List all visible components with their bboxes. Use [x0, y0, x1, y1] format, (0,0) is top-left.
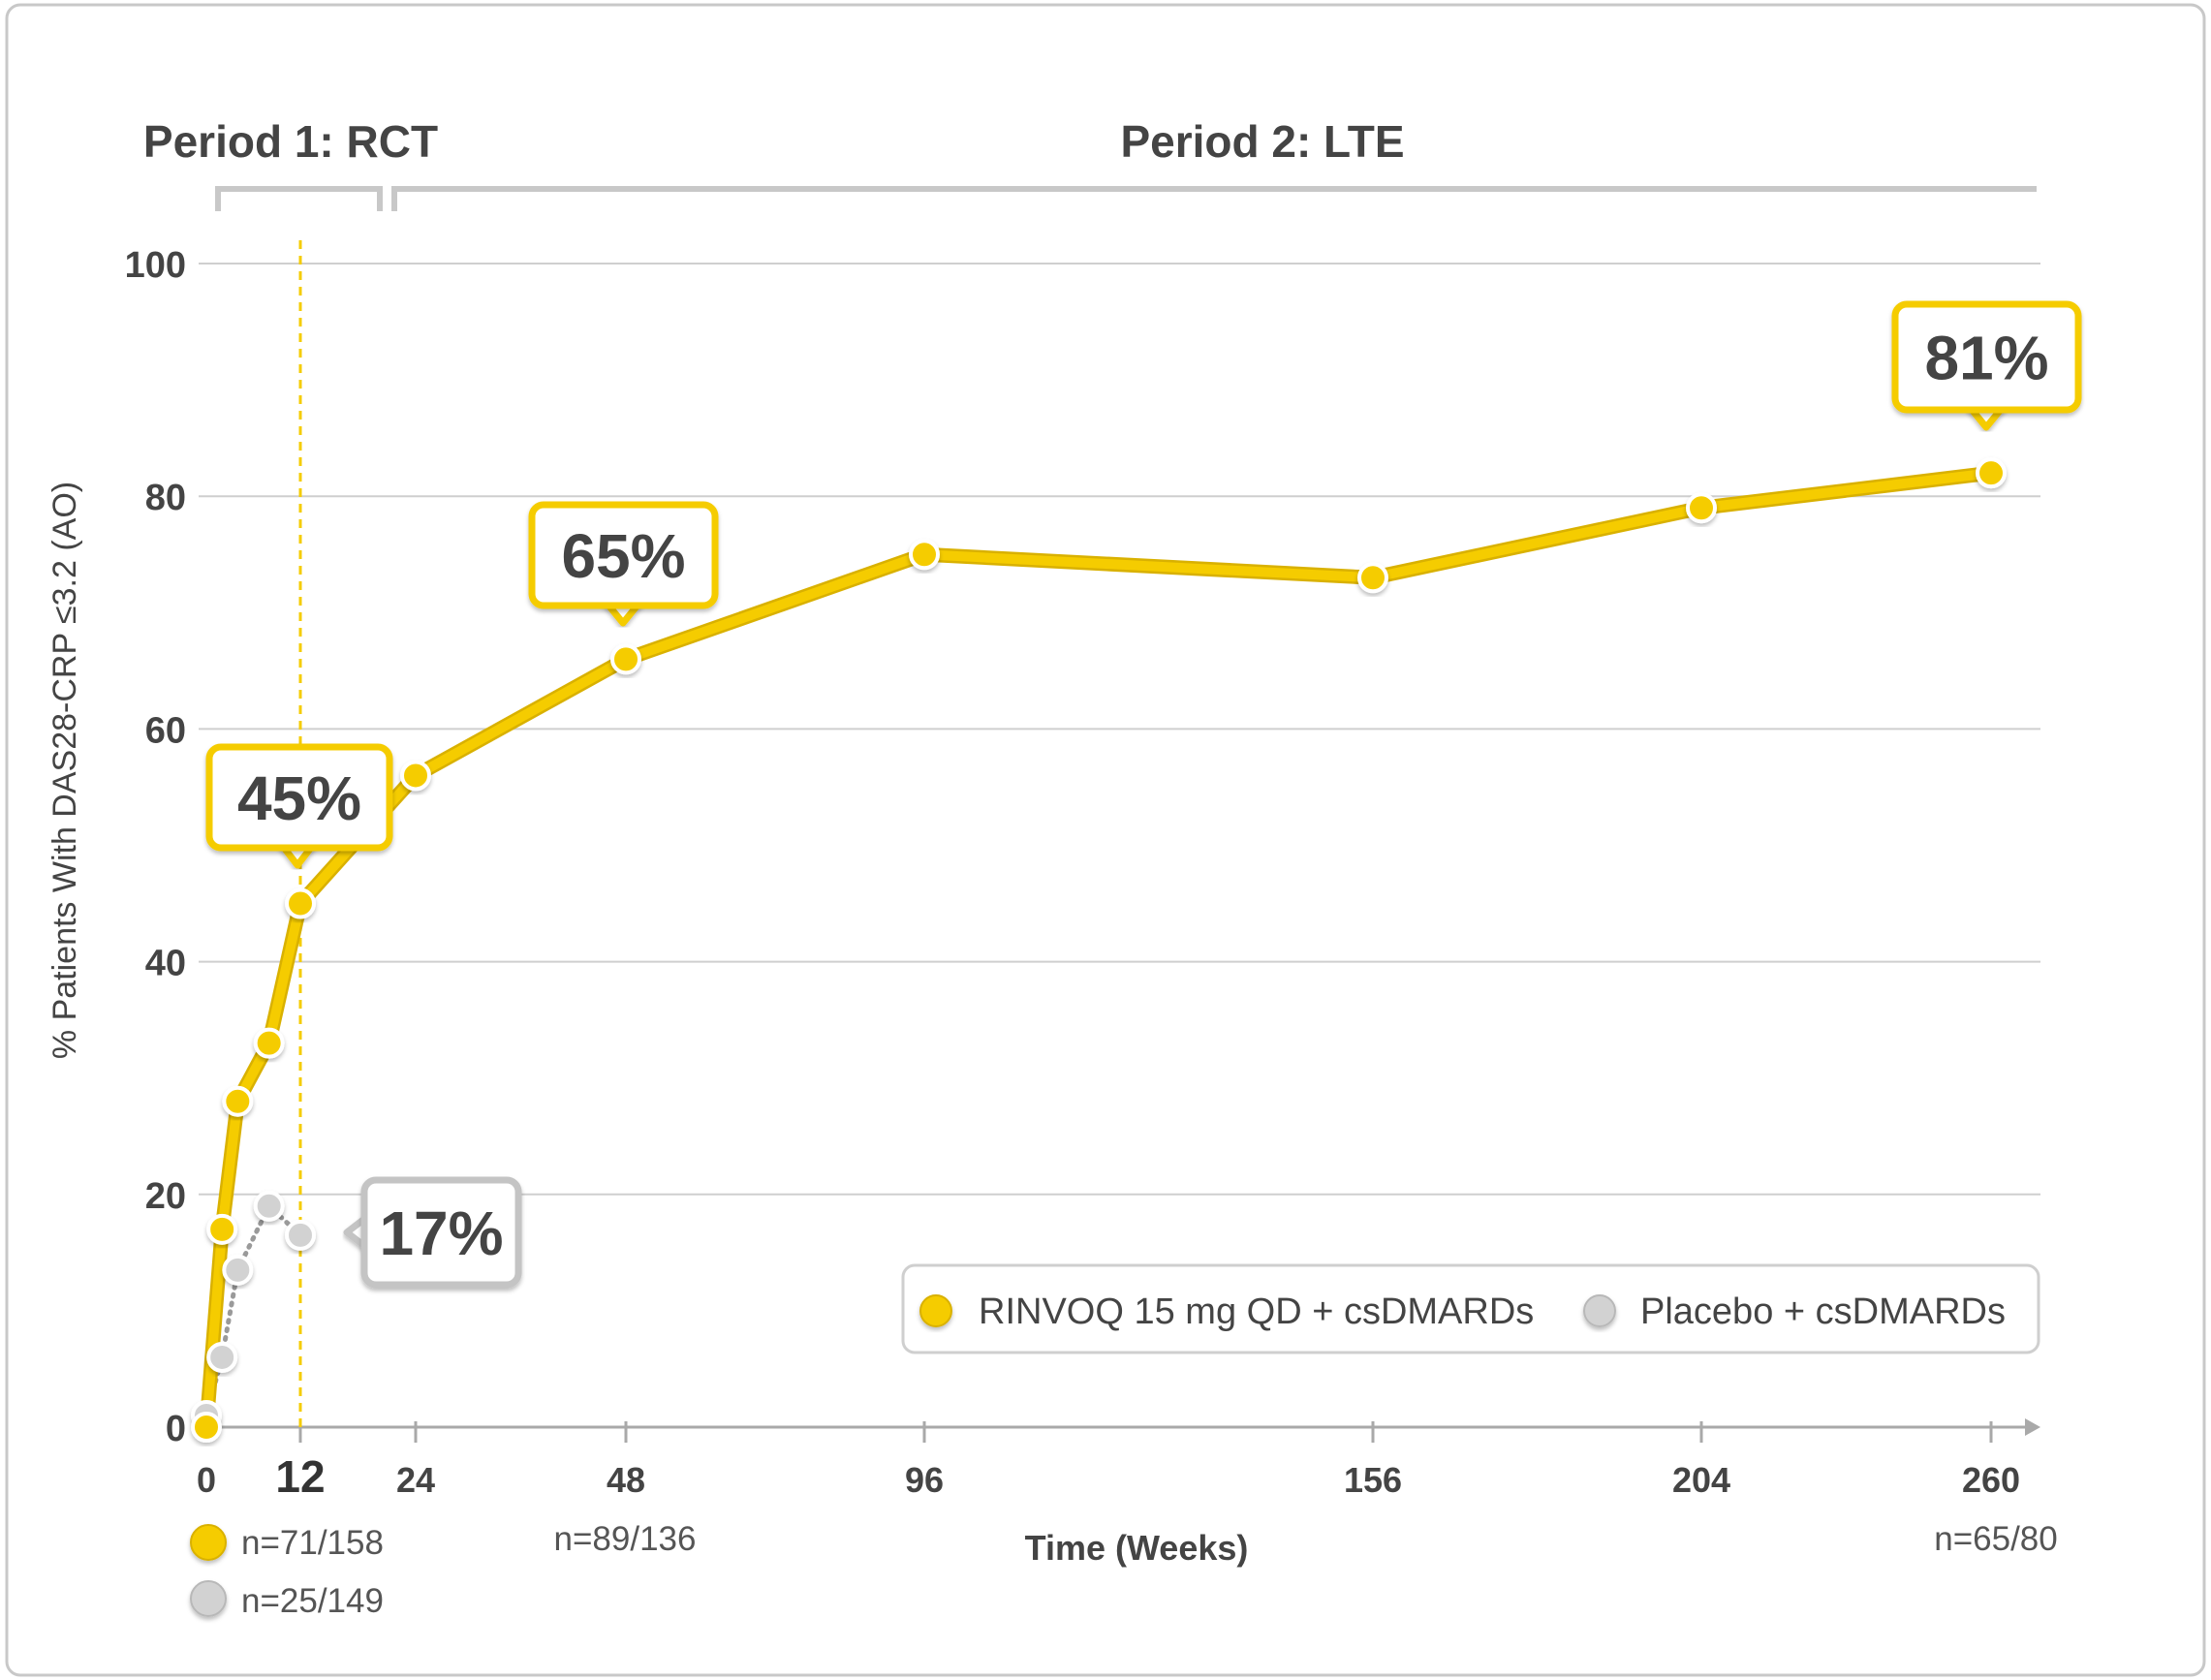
period2-label: Period 2: LTE	[1120, 116, 1404, 167]
x-tick-label: 204	[1672, 1460, 1730, 1500]
rinvoq-point	[253, 1027, 285, 1059]
callout-placebo-week12-box	[360, 1176, 522, 1289]
legend-rinvoq-label: RINVOQ 15 mg QD + csDMARDs	[979, 1291, 1534, 1332]
callout-rinvoq-week12-text: 45%	[237, 763, 361, 833]
callout-rinvoq-week12: 45%	[205, 743, 393, 869]
x-tick-label: 156	[1344, 1460, 1402, 1500]
placebo-point	[253, 1190, 285, 1222]
sample-week260: n=65/80	[1934, 1520, 2058, 1558]
callout-rinvoq-week260-box	[1891, 300, 2082, 414]
y-tick-label: 100	[125, 245, 186, 286]
legend-placebo-label: Placebo + csDMARDs	[1640, 1291, 2006, 1332]
period-brackets: Period 1: RCT Period 2: LTE	[143, 116, 2037, 211]
y-axis-label: % Patients With DAS28-CRP ≤3.2 (AO)	[47, 482, 83, 1059]
rinvoq-point	[400, 760, 431, 792]
placebo-point	[206, 1341, 238, 1373]
x-tick-label: 0	[197, 1460, 216, 1500]
callouts: 45% 65% 81% 17%	[205, 300, 2082, 1289]
x-axis-label: Time (Weeks)	[1025, 1528, 1249, 1568]
callout-rinvoq-week12-box	[205, 743, 393, 852]
rinvoq-point	[222, 1085, 254, 1117]
y-tick-label: 60	[145, 710, 186, 751]
x-axis-arrow	[2025, 1418, 2040, 1436]
rinvoq-point	[206, 1213, 238, 1245]
callout-placebo-week12: 17%	[343, 1176, 522, 1289]
rinvoq-point	[1357, 562, 1388, 594]
sample-placebo-marker	[190, 1580, 227, 1617]
chart-frame	[5, 3, 2206, 1677]
x-tick-label: 24	[396, 1460, 435, 1500]
rinvoq-point	[285, 887, 316, 919]
period1-label: Period 1: RCT	[143, 116, 438, 167]
x-tick-label: 96	[905, 1460, 944, 1500]
callout-rinvoq-week48-box	[528, 501, 719, 609]
placebo-point	[222, 1254, 254, 1286]
rinvoq-point	[1686, 492, 1717, 524]
rinvoq-point	[610, 643, 641, 675]
callout-placebo-week12-text: 17%	[379, 1198, 503, 1268]
callout-rinvoq-week260: 81%	[1891, 300, 2082, 431]
x-tick-label: 260	[1962, 1460, 2020, 1500]
sample-week48: n=89/136	[554, 1520, 697, 1558]
period1-bracket	[215, 186, 383, 211]
y-tick-label: 80	[145, 478, 186, 518]
rinvoq-point	[1976, 457, 2007, 489]
sample-sizes: n=71/158 n=25/149 n=89/136 n=65/80	[190, 1520, 2058, 1620]
legend-box: RINVOQ 15 mg QD + csDMARDs Placebo + csD…	[901, 1263, 2040, 1354]
legend-rinvoq-marker	[919, 1294, 952, 1327]
period2-bracket	[391, 186, 2037, 211]
x-tick-label: 48	[607, 1460, 645, 1500]
y-tick-label: 40	[145, 944, 186, 984]
y-tick-label: 0	[166, 1409, 186, 1449]
placebo-point	[285, 1219, 316, 1251]
axes: 0 12 24 48 96 156 204 260	[197, 1418, 2040, 1502]
y-tick-label: 20	[145, 1176, 186, 1217]
series	[191, 457, 2007, 1443]
legend-frame	[901, 1263, 2040, 1354]
rinvoq-point	[191, 1412, 222, 1443]
legend-placebo-marker	[1583, 1294, 1616, 1327]
callout-rinvoq-week48-text: 65%	[561, 521, 685, 591]
rinvoq-point	[909, 539, 940, 571]
sample-placebo-week12: n=25/149	[241, 1582, 384, 1620]
x-tick-label: 12	[275, 1451, 325, 1502]
sample-rinvoq-marker	[190, 1524, 227, 1561]
sample-rinvoq-week12: n=71/158	[241, 1524, 384, 1562]
callout-rinvoq-week48: 65%	[528, 501, 719, 627]
callout-rinvoq-week260-text: 81%	[1924, 324, 2048, 393]
